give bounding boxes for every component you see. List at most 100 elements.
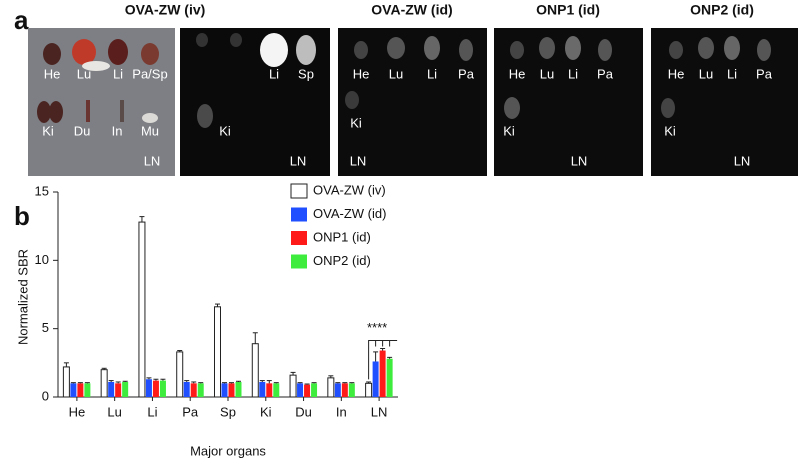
organ-label: In	[112, 123, 123, 138]
bar	[176, 351, 184, 398]
photo	[28, 28, 175, 176]
bar	[190, 383, 197, 397]
organ-label: Ki	[503, 123, 515, 138]
error-bar	[122, 380, 128, 382]
bar	[273, 383, 280, 397]
y-tick-label: 0	[42, 388, 49, 403]
bar	[197, 383, 204, 397]
error-bar	[304, 383, 310, 385]
error-bar	[63, 362, 69, 367]
y-tick-label: 15	[35, 183, 49, 198]
bar	[251, 343, 259, 398]
bar	[297, 383, 304, 397]
x-tick-label: Li	[147, 404, 157, 419]
fluorescence-image	[494, 28, 643, 176]
organ-label: He	[353, 66, 370, 81]
bar	[62, 366, 70, 398]
bar	[304, 384, 311, 397]
bar	[84, 383, 91, 397]
organ-label: Lu	[699, 66, 713, 81]
bar	[334, 383, 341, 397]
error-bar	[259, 380, 265, 382]
legend-label: OVA-ZW (id)	[313, 206, 386, 221]
x-tick-label: Pa	[182, 404, 199, 419]
error-bar	[215, 303, 220, 307]
organ-label: LN	[290, 153, 307, 168]
bar	[145, 379, 152, 397]
fluorescence-image	[180, 28, 330, 176]
annotation: ****	[367, 320, 387, 335]
organ-label: Lu	[540, 66, 554, 81]
error-bar	[297, 382, 303, 384]
organ-label: Du	[74, 123, 91, 138]
organ-label: Li	[427, 66, 437, 81]
error-bar	[311, 382, 317, 384]
error-bar	[328, 375, 334, 378]
error-bar	[139, 216, 145, 223]
organ-label: Li	[568, 66, 578, 81]
error-bar	[290, 371, 296, 376]
bar	[259, 381, 266, 397]
x-tick-label: He	[69, 404, 86, 419]
error-bar	[273, 382, 279, 384]
error-bar	[108, 380, 114, 382]
error-bar	[70, 382, 76, 384]
y-tick-label: 5	[42, 320, 49, 335]
x-axis-label: Major organs	[190, 443, 266, 458]
panel-letter: b	[14, 201, 30, 231]
organ-label: Li	[727, 66, 737, 81]
error-bar	[84, 382, 90, 384]
organ-label: Ki	[219, 123, 231, 138]
error-bar	[153, 378, 159, 381]
organ-label: Ki	[350, 115, 362, 130]
organ-label: Pa	[756, 66, 773, 81]
error-bar	[146, 377, 152, 380]
bar	[348, 383, 355, 397]
error-bar	[198, 382, 204, 384]
error-bar	[366, 381, 372, 384]
x-tick-label: Ki	[260, 404, 272, 419]
bar	[159, 380, 166, 397]
organ-label: Sp	[298, 66, 314, 81]
x-tick-label: LN	[371, 404, 388, 419]
organ-label: Pa/Sp	[132, 66, 167, 81]
error-bar	[387, 356, 393, 359]
bar	[77, 383, 84, 397]
legend-label: ONP1 (id)	[313, 229, 371, 244]
bar	[228, 383, 235, 397]
organ-label: LN	[350, 153, 367, 168]
error-bar	[349, 382, 355, 384]
bar	[214, 306, 221, 398]
error-bar	[177, 350, 183, 352]
bar	[152, 380, 159, 397]
bar	[365, 382, 373, 398]
error-bar	[191, 381, 197, 384]
bar	[108, 381, 115, 397]
organ-label: Li	[113, 66, 123, 81]
error-bar	[222, 382, 227, 384]
error-bar	[335, 382, 341, 384]
x-tick-label: Du	[295, 404, 312, 419]
image-title: ONP1 (id)	[536, 2, 600, 18]
error-bar	[266, 380, 272, 384]
legend-swatch	[291, 254, 307, 269]
organ-label: He	[668, 66, 685, 81]
fluorescence-image	[651, 28, 798, 176]
organ-label: Pa	[597, 66, 614, 81]
organ-label: Mu	[141, 123, 159, 138]
x-tick-label: Sp	[220, 404, 236, 419]
organ-label: Li	[269, 66, 279, 81]
error-bar	[160, 378, 166, 381]
bar	[289, 374, 297, 398]
organ-label: Ki	[42, 123, 54, 138]
error-bar	[115, 381, 121, 384]
legend-label: OVA-ZW (iv)	[313, 182, 386, 197]
bar	[122, 381, 129, 397]
organ-label: Lu	[77, 66, 91, 81]
organ-label: LN	[734, 153, 751, 168]
error-bar	[252, 332, 258, 344]
legend-swatch	[291, 207, 307, 222]
panel-letter: a	[14, 5, 29, 35]
bar	[379, 350, 386, 397]
